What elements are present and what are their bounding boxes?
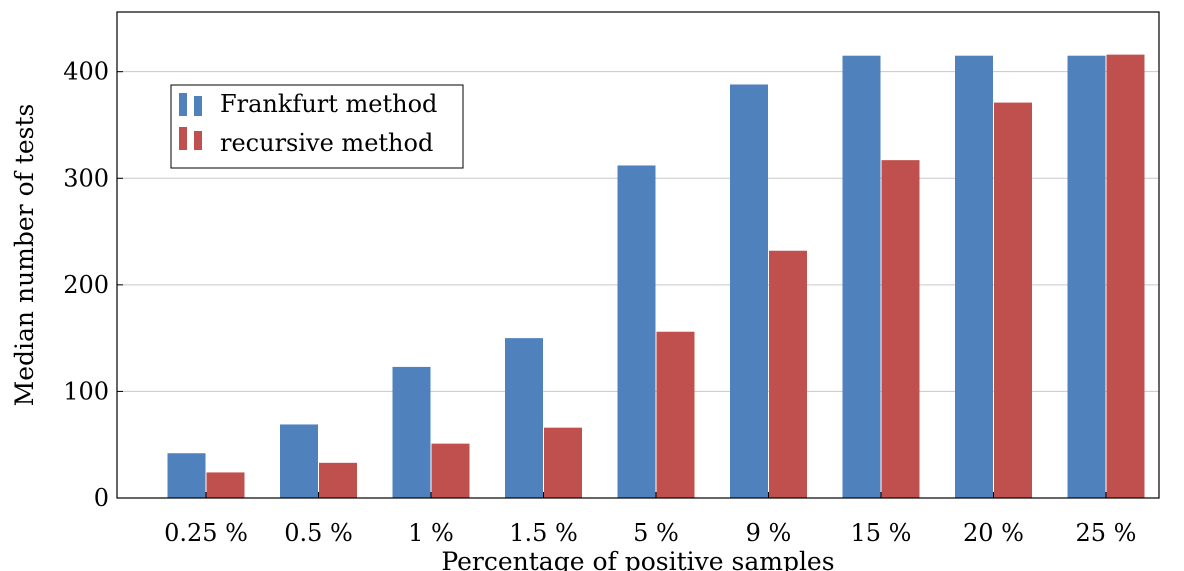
x-tick-label: 9 %	[746, 519, 792, 547]
y-axis-label: Median number of tests	[10, 104, 39, 407]
y-tick-label: 200	[63, 271, 109, 299]
bar-frankfurt	[1067, 55, 1106, 499]
x-tick-label: 1 %	[408, 519, 454, 547]
bar-frankfurt	[730, 84, 768, 498]
legend-swatch-frankfurt-a	[179, 93, 187, 116]
bar-recursive	[319, 462, 357, 498]
bar-recursive	[1106, 54, 1145, 498]
bar-frankfurt	[167, 453, 206, 498]
legend-swatch-recursive-a	[179, 127, 187, 150]
x-tick-label: 15 %	[851, 519, 912, 547]
x-tick-label: 1.5 %	[509, 519, 578, 547]
y-axis: 0 100 200 300 400	[63, 58, 123, 512]
legend-label-frankfurt: Frankfurt method	[220, 90, 437, 118]
legend-label-recursive: recursive method	[220, 129, 433, 157]
plot-frame	[116, 11, 1160, 499]
legend-swatch-frankfurt-b	[194, 96, 202, 116]
bar-recursive	[431, 443, 470, 498]
y-tick-label: 100	[63, 377, 109, 405]
legend-box	[170, 84, 464, 169]
bar-recursive	[881, 160, 920, 499]
bar-frankfurt	[505, 338, 543, 498]
x-tick-label: 20 %	[963, 519, 1024, 547]
bar-frankfurt	[392, 366, 431, 498]
x-axis: 0.25 % 0.5 % 1 % 1.5 % 5 % 9 % 15 % 20 % 25 %	[164, 492, 1136, 547]
x-axis-label: Percentage of positive samples	[441, 547, 834, 571]
bar-recursive	[544, 427, 582, 498]
bar-frankfurt	[280, 424, 318, 498]
y-tick-label: 300	[63, 164, 109, 192]
x-tick-label: 25 %	[1076, 519, 1137, 547]
legend: Frankfurt method recursive method	[170, 84, 464, 169]
x-tick-label: 0.25 %	[164, 519, 248, 547]
bar-recursive	[656, 331, 695, 498]
bar-frankfurt	[617, 165, 656, 498]
bar-recursive	[769, 250, 807, 498]
bar-recursive	[994, 102, 1032, 498]
bars	[167, 54, 1145, 499]
x-tick-label: 0.5 %	[284, 519, 353, 547]
x-tick-label: 5 %	[633, 519, 679, 547]
y-tick-label: 0	[94, 484, 109, 512]
bar-recursive	[206, 472, 245, 498]
bar-frankfurt	[842, 55, 881, 499]
bar-frankfurt	[955, 55, 993, 499]
legend-swatch-recursive-b	[194, 131, 202, 150]
y-tick-label: 400	[63, 58, 109, 86]
